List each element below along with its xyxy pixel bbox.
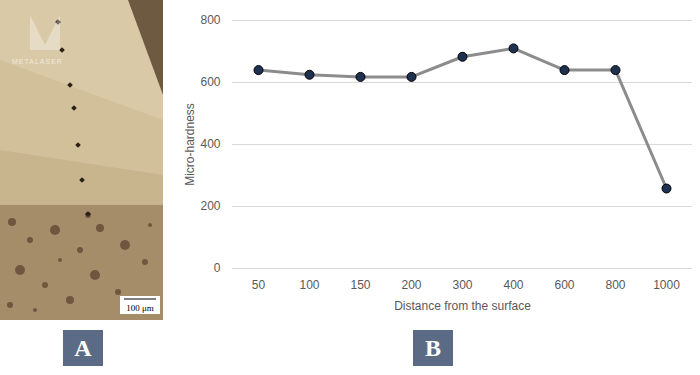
html-text:B: B	[425, 335, 441, 361]
html-text:A: A	[74, 335, 92, 361]
svg-text:400: 400	[200, 137, 220, 151]
svg-text:100: 100	[299, 278, 319, 292]
svg-text:200: 200	[200, 199, 220, 213]
svg-text:600: 600	[554, 278, 574, 292]
svg-text:800: 800	[605, 278, 625, 292]
svg-text:200: 200	[401, 278, 421, 292]
svg-text:300: 300	[452, 278, 472, 292]
svg-text:100 μm: 100 μm	[126, 303, 154, 313]
svg-text:50: 50	[252, 278, 266, 292]
svg-text:150: 150	[350, 278, 370, 292]
svg-text:1000: 1000	[653, 278, 680, 292]
svg-text:400: 400	[503, 278, 523, 292]
svg-text:METALASER: METALASER	[12, 58, 63, 65]
svg-text:0: 0	[214, 261, 221, 275]
svg-text:600: 600	[200, 75, 220, 89]
svg-text:Micro-hardness: Micro-hardness	[183, 103, 197, 186]
svg-text:800: 800	[200, 13, 220, 27]
svg-text:Distance from the surface: Distance from the surface	[394, 299, 531, 313]
